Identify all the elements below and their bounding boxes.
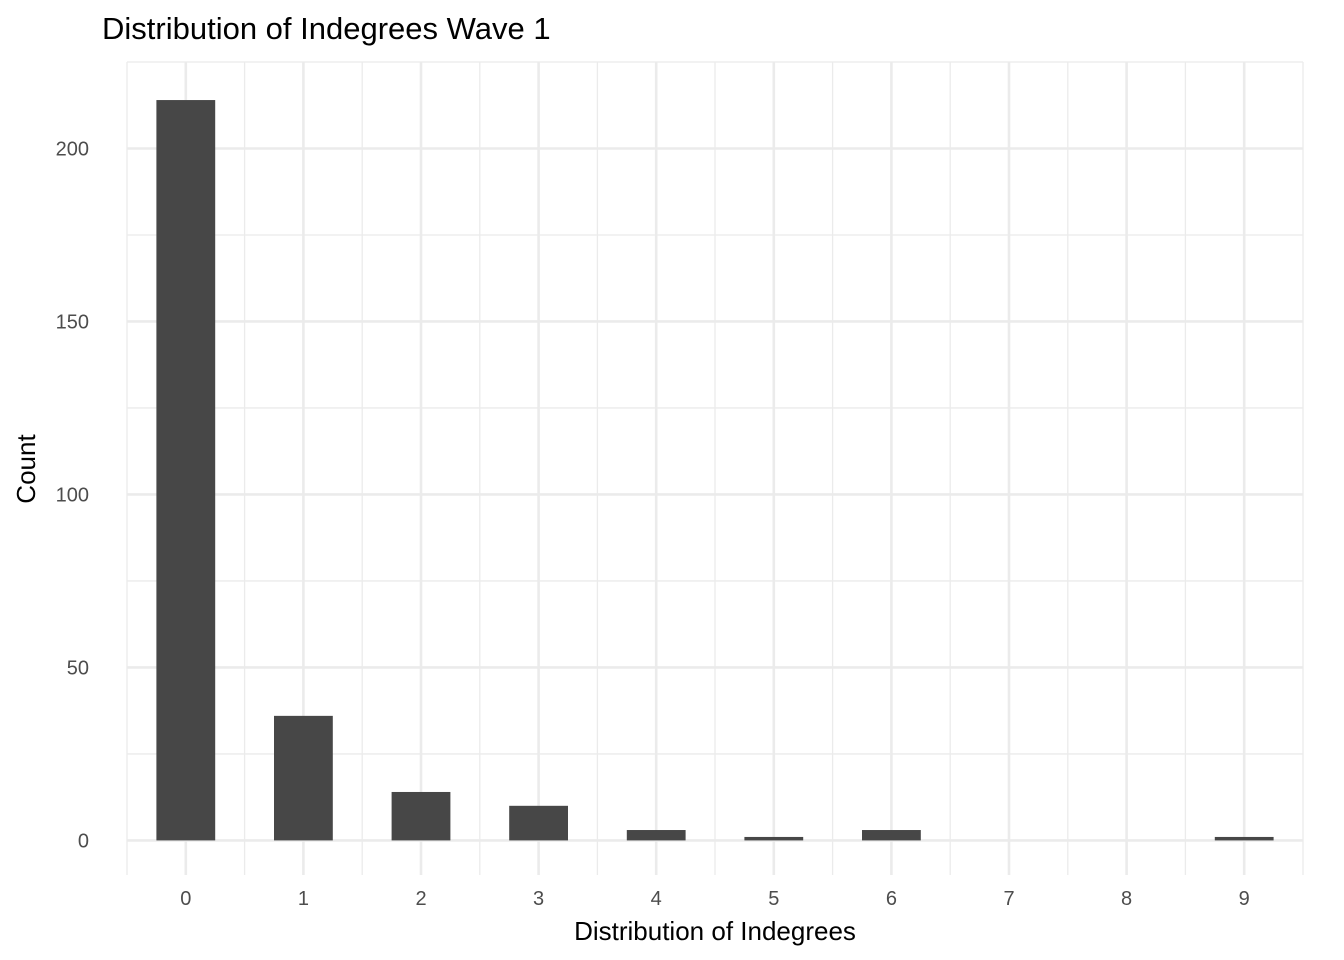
x-tick-label: 2 <box>415 888 426 910</box>
y-tick-label: 50 <box>67 657 89 679</box>
y-tick-label: 0 <box>78 830 89 852</box>
y-tick-labels: 0 50 100 150 200 <box>56 138 89 852</box>
bar-3 <box>509 805 568 841</box>
bar-9 <box>1214 836 1274 841</box>
y-axis-title: Count <box>11 434 41 504</box>
y-tick-label: 150 <box>56 311 89 333</box>
x-tick-labels: 0 1 2 3 4 5 6 7 8 9 <box>180 888 1250 910</box>
x-tick-label: 9 <box>1239 888 1250 910</box>
x-axis-title: Distribution of Indegrees <box>574 916 856 946</box>
bar-6 <box>862 830 921 841</box>
x-tick-label: 7 <box>1003 888 1014 910</box>
x-tick-label: 0 <box>180 888 191 910</box>
bar-1 <box>274 715 333 841</box>
chart-title: Distribution of Indegrees Wave 1 <box>102 11 551 46</box>
x-tick-label: 1 <box>298 888 309 910</box>
bar-2 <box>391 791 451 841</box>
x-tick-label: 3 <box>533 888 544 910</box>
bars <box>156 100 1274 841</box>
bar-5 <box>744 836 804 841</box>
x-tick-label: 8 <box>1121 888 1132 910</box>
x-tick-label: 4 <box>651 888 662 910</box>
bar-4 <box>626 830 686 841</box>
y-tick-label: 100 <box>56 484 89 506</box>
x-tick-label: 5 <box>768 888 779 910</box>
bar-0 <box>156 100 216 841</box>
y-tick-label: 200 <box>56 138 89 160</box>
x-tick-label: 6 <box>886 888 897 910</box>
